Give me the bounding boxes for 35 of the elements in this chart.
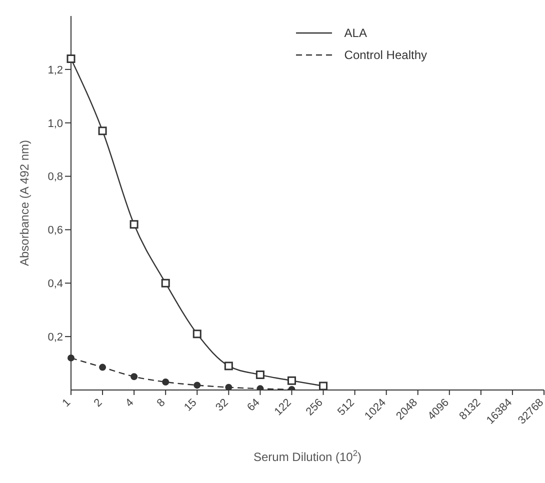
point [130,220,138,229]
point [162,378,170,386]
x-tick-label: 122 [272,396,294,418]
legend-label: ALA [344,26,367,40]
point [99,364,106,371]
x-tick-label: 32 [214,396,231,414]
x-tick-label: 512 [335,396,357,418]
point [161,278,170,288]
y-tick-label: 1,2 [48,64,63,76]
y-tick-label: 0,2 [48,331,63,344]
x-tick-label: 8 [154,396,168,410]
point [68,354,74,362]
x-tick-label: 1 [60,396,74,410]
y-tick-label: 0,8 [48,171,63,184]
point [225,384,232,390]
y-axis-title: Absorbance (A 492 nm) [17,140,32,266]
x-tick-label: 256 [304,396,326,418]
point [66,54,76,63]
y-tick-label: 0,4 [48,278,63,290]
y-tick-label: 1,0 [48,118,63,130]
point [319,382,328,390]
y-tick-label: 0,6 [48,224,63,237]
legend-label: Control Healthy [344,48,427,62]
x-tick-label: 2 [92,396,105,410]
point [130,373,138,380]
x-tick-label: 4 [123,396,136,410]
point [98,126,107,136]
point [256,370,264,380]
x-tick-label: 15 [182,396,200,414]
point [287,376,296,385]
point [194,382,201,389]
point [192,330,202,338]
point [224,362,233,370]
x-tick-label: 64 [245,396,262,414]
x-axis-title: Serum Dilution (10$^{2}$) [253,448,362,464]
